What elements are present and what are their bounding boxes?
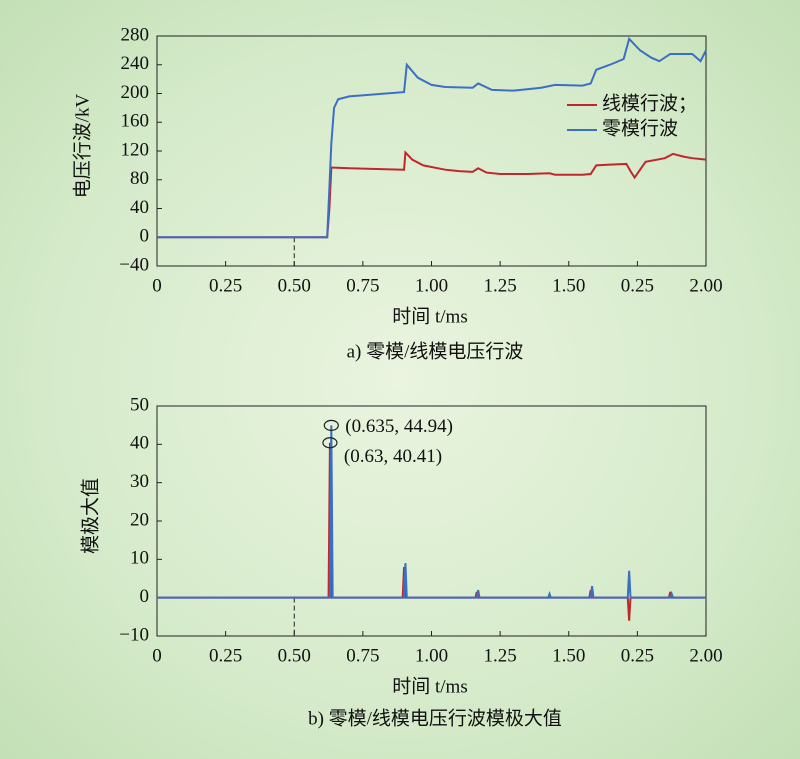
y-tick-label: 50 bbox=[130, 394, 149, 415]
series-line bbox=[157, 442, 706, 621]
x-tick-label: 1.50 bbox=[552, 275, 585, 296]
series-line bbox=[157, 36, 707, 239]
y-tick-label: 40 bbox=[130, 197, 149, 218]
plot-frame bbox=[156, 405, 707, 637]
legend-label: 零模行波 bbox=[602, 117, 678, 139]
caption: b) 零模/线模电压行波模极大值 bbox=[308, 707, 562, 729]
y-tick-label: −10 bbox=[119, 624, 149, 645]
y-tick-label: −40 bbox=[119, 254, 149, 275]
y-axis-label: 模极大值 bbox=[79, 478, 101, 554]
x-tick-label: 0.25 bbox=[621, 645, 654, 666]
x-tick-label: 0.50 bbox=[278, 275, 311, 296]
y-tick-label: 80 bbox=[130, 168, 149, 189]
x-tick-label: 0.25 bbox=[209, 275, 242, 296]
y-axis-label: 电压行波/kV bbox=[71, 93, 93, 198]
x-axis-label: 时间 t/ms bbox=[392, 675, 467, 697]
x-tick-label: 0 bbox=[152, 645, 162, 666]
y-tick-label: 240 bbox=[121, 53, 150, 74]
y-tick-label: 160 bbox=[121, 111, 150, 132]
x-tick-label: 0.75 bbox=[346, 275, 379, 296]
x-tick-label: 1.00 bbox=[415, 275, 448, 296]
y-tick-label: 30 bbox=[130, 471, 149, 492]
series-line bbox=[157, 150, 707, 239]
legend-label: 线模行波； bbox=[602, 92, 697, 114]
x-tick-label: 0.75 bbox=[346, 645, 379, 666]
y-tick-label: 0 bbox=[140, 586, 150, 607]
annotation-marker bbox=[322, 437, 338, 449]
caption: a) 零模/线模电压行波 bbox=[347, 340, 524, 362]
y-tick-label: 0 bbox=[140, 226, 150, 247]
y-tick-label: 200 bbox=[121, 82, 150, 103]
y-tick-label: 40 bbox=[130, 433, 149, 454]
x-tick-label: 1.00 bbox=[415, 645, 448, 666]
y-tick-label: 20 bbox=[130, 509, 149, 530]
y-tick-label: 280 bbox=[121, 24, 150, 45]
x-tick-label: 0.25 bbox=[209, 645, 242, 666]
x-tick-label: 0 bbox=[152, 275, 162, 296]
x-tick-label: 0.25 bbox=[621, 275, 654, 296]
plot-frame bbox=[156, 35, 707, 267]
annotation-label: (0.63, 40.41) bbox=[344, 446, 442, 467]
annotation-marker bbox=[323, 419, 339, 431]
x-axis-label: 时间 t/ms bbox=[392, 305, 467, 327]
x-tick-label: 2.00 bbox=[689, 645, 722, 666]
annotation-label: (0.635, 44.94) bbox=[345, 416, 453, 437]
x-tick-label: 1.50 bbox=[552, 645, 585, 666]
x-tick-label: 2.00 bbox=[689, 275, 722, 296]
x-tick-label: 1.25 bbox=[484, 645, 517, 666]
y-tick-label: 120 bbox=[121, 139, 150, 160]
series-line bbox=[157, 425, 706, 599]
x-tick-label: 0.50 bbox=[278, 645, 311, 666]
y-tick-label: 10 bbox=[130, 548, 149, 569]
x-tick-label: 1.25 bbox=[484, 275, 517, 296]
